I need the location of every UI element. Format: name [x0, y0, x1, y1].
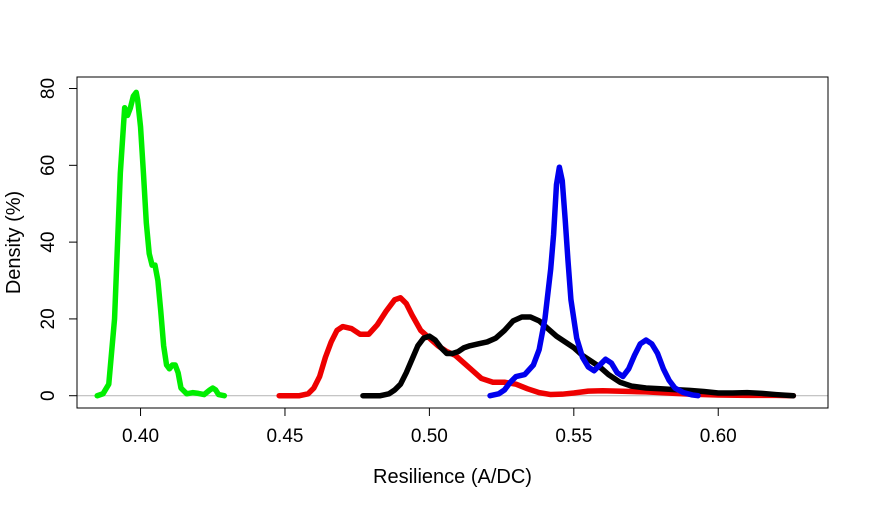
y-tick-label: 20	[38, 308, 59, 329]
plot-frame	[76, 76, 829, 409]
x-tick-label: 0.50	[411, 426, 448, 447]
y-tick-label: 60	[38, 155, 59, 176]
density-line-4	[487, 164, 701, 399]
x-tick-label: 0.60	[700, 426, 737, 447]
x-axis-title: Resilience (A/DC)	[373, 466, 532, 488]
y-tick-label: 80	[38, 78, 59, 99]
y-axis: 0 20 40 60 80	[38, 78, 78, 401]
x-tick-label: 0.45	[266, 426, 303, 447]
x-tick-label: 0.55	[555, 426, 592, 447]
y-tick-label: 40	[38, 232, 59, 253]
x-axis: 0.40 0.45 0.50 0.55 0.60	[122, 407, 737, 447]
density-line-1	[94, 89, 228, 399]
density-line-2	[276, 295, 797, 399]
density-line-3	[360, 314, 797, 399]
y-tick-label: 0	[38, 390, 59, 401]
y-axis-title: Density (%)	[3, 191, 25, 294]
x-tick-label: 0.40	[122, 426, 159, 447]
